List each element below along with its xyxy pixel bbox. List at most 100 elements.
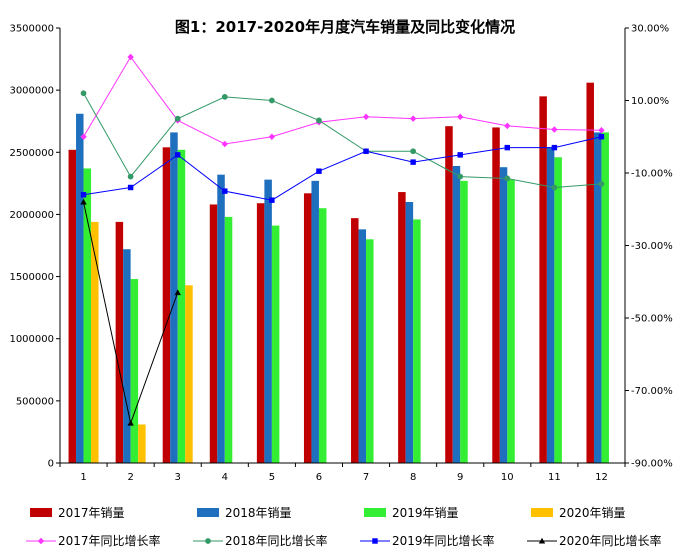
bar [224, 216, 233, 463]
legend-label: 2018年同比增长率 [225, 533, 328, 548]
bar [507, 179, 515, 463]
bar [162, 147, 171, 463]
bar [123, 249, 131, 463]
bar [83, 168, 92, 463]
bar [264, 179, 272, 463]
bar [539, 96, 547, 464]
line-point [504, 144, 511, 151]
bar [593, 132, 602, 463]
bar [405, 202, 414, 463]
bar [76, 113, 84, 463]
line-point [80, 198, 87, 205]
x-tick-label: 4 [222, 472, 228, 483]
line-point [222, 188, 228, 194]
chart-title: 图1：2017-2020年月度汽车销量及同比变化情况 [175, 18, 515, 36]
y2-tick-label: -70.00% [631, 386, 673, 397]
bar [413, 219, 421, 463]
legend-marker [372, 538, 378, 544]
bar [303, 193, 312, 464]
bar [351, 218, 359, 463]
bar [445, 126, 453, 463]
legend-swatch [531, 508, 553, 517]
bar [115, 221, 124, 463]
series-line [83, 56, 602, 145]
line-point [127, 173, 134, 180]
bar [209, 204, 218, 464]
line-point [174, 152, 181, 158]
bar [601, 132, 609, 463]
legend-label: 2020年同比增长率 [559, 533, 662, 548]
legend-label: 2018年销量 [225, 506, 292, 520]
legend-label: 2017年销量 [58, 506, 125, 520]
line-point [316, 168, 322, 174]
y-tick-label: 3500000 [9, 24, 54, 35]
line-point [457, 113, 464, 121]
series-line [83, 93, 602, 189]
line-point [80, 90, 87, 97]
x-tick-label: 10 [501, 472, 514, 483]
line-point [457, 152, 463, 158]
legend-label: 2019年同比增长率 [392, 533, 495, 548]
line-point [410, 159, 416, 165]
legend-swatch [197, 508, 219, 517]
y-tick-label: 500000 [16, 396, 54, 407]
y2-tick-label: -30.00% [631, 241, 673, 252]
bar [586, 82, 594, 463]
x-tick-label: 3 [175, 472, 181, 483]
y2-tick-label: 10.00% [631, 96, 669, 107]
bar [68, 149, 77, 464]
x-tick-label: 11 [548, 472, 561, 483]
bar [492, 127, 500, 464]
legend-swatch [364, 508, 386, 517]
line-point [362, 113, 370, 121]
legend-marker [205, 538, 211, 544]
bar [130, 279, 139, 463]
x-tick-label: 8 [410, 472, 416, 483]
bar [177, 149, 186, 464]
x-tick-label: 9 [457, 472, 463, 483]
bar [91, 221, 99, 463]
line-point [174, 115, 181, 122]
bar [311, 180, 319, 463]
line-point [551, 144, 558, 151]
line-point [409, 115, 417, 122]
bar-layer [68, 82, 609, 464]
line-point [551, 126, 558, 133]
line-point [598, 127, 605, 134]
line-point [551, 184, 558, 191]
line-point [363, 148, 369, 154]
line-point [80, 192, 87, 198]
bar [554, 157, 562, 463]
bar [499, 167, 508, 463]
bar [271, 225, 280, 463]
line-point [127, 53, 134, 61]
y2-tick-label: -90.00% [631, 459, 673, 470]
legend-label: 2017年同比增长率 [58, 533, 161, 548]
bar [398, 192, 406, 463]
bar [358, 229, 367, 463]
bar [366, 239, 374, 463]
y-tick-label: 1000000 [9, 334, 54, 345]
line-point [598, 134, 605, 140]
bar [217, 174, 225, 463]
line-point [598, 180, 605, 187]
bar [256, 203, 265, 464]
legend-label: 2020年销量 [559, 506, 626, 520]
y-tick-label: 0 [48, 459, 54, 470]
bar [185, 285, 193, 463]
y2-tick-label: 30.00% [631, 24, 669, 35]
y-tick-label: 3000000 [9, 86, 54, 97]
series-line [83, 136, 602, 201]
bar [170, 132, 178, 463]
legend-marker [37, 537, 45, 545]
line-point [221, 140, 228, 148]
line-point [268, 133, 276, 140]
legend: 2017年销量 2018年销量 2019年销量 2020年销量 2017年同比增长率 20… [26, 506, 662, 548]
line-point [410, 148, 417, 155]
x-tick-label: 1 [80, 472, 86, 483]
x-tick-label: 2 [127, 472, 133, 483]
legend-marker [538, 537, 546, 544]
y-tick-label: 1500000 [9, 272, 54, 283]
line-point [127, 184, 134, 191]
y-tick-label: 2000000 [9, 210, 54, 221]
